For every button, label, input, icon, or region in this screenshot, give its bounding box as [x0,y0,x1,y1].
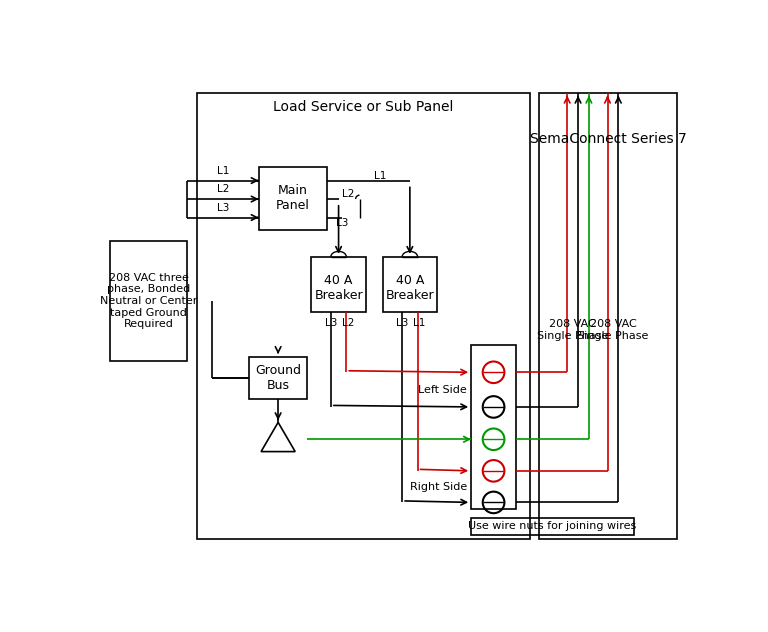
Text: 208 VAC
Single Phase: 208 VAC Single Phase [578,319,649,341]
Text: Main
Panel: Main Panel [276,185,310,212]
Text: L3: L3 [325,318,337,328]
Text: Use wire nuts for joining wires: Use wire nuts for joining wires [468,521,637,532]
Text: Load Service or Sub Panel: Load Service or Sub Panel [273,100,454,114]
Text: L2: L2 [217,185,230,195]
Text: SemaConnect Series 7: SemaConnect Series 7 [530,132,687,146]
Text: L3: L3 [217,203,230,213]
Text: L3: L3 [396,318,409,328]
Text: Right Side: Right Side [410,482,467,492]
Bar [250,357,306,399]
Bar [197,93,530,539]
Text: 208 VAC three
phase, Bonded
Neutral or Center
taped Ground
Required: 208 VAC three phase, Bonded Neutral or C… [100,273,197,329]
Bar [539,93,677,539]
Text: 208 VAC
Single Phase: 208 VAC Single Phase [537,319,608,341]
Text: 40 A
Breaker: 40 A Breaker [314,274,363,302]
Text: L3: L3 [336,218,349,228]
Bar [259,167,327,230]
Bar [110,241,187,361]
Bar [471,345,516,509]
Bar [471,518,634,535]
Bar [312,257,366,312]
Text: L1: L1 [413,318,425,328]
Text: L1: L1 [374,171,386,181]
Text: L2: L2 [342,318,354,328]
Text: Left Side: Left Side [419,385,467,394]
Text: 40 A
Breaker: 40 A Breaker [386,274,434,302]
Text: L1: L1 [217,166,230,176]
Text: L2: L2 [343,190,355,200]
Text: Ground
Bus: Ground Bus [255,364,301,392]
Bar [382,257,437,312]
